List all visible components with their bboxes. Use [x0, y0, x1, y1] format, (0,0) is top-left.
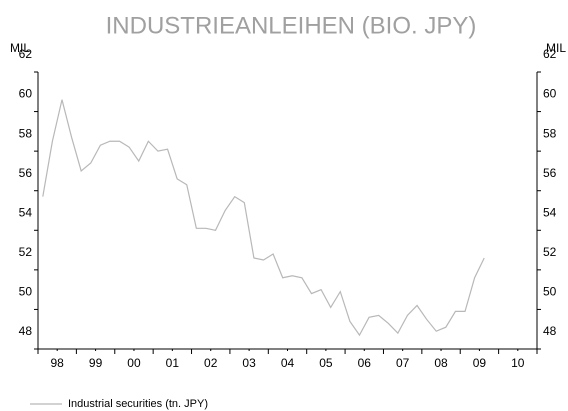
y-tick-label: 50: [19, 285, 33, 299]
x-tick-label: 04: [281, 356, 295, 370]
y2-tick-label: 50: [543, 285, 557, 299]
y2-tick-label: 60: [543, 87, 557, 101]
x-tick-label: 08: [434, 356, 448, 370]
x-tick-label: 01: [166, 356, 180, 370]
x-tick-label: 05: [319, 356, 333, 370]
chart-title: INDUSTRIEANLEIHEN (BIO. JPY): [106, 12, 477, 39]
x-tick-label: 06: [358, 356, 372, 370]
y2-axis-label: MIL: [546, 41, 566, 55]
data-line: [42, 99, 485, 337]
y2-tick-label: 62: [543, 47, 557, 61]
x-tick-label: 03: [242, 356, 256, 370]
y2-tick-label: 52: [543, 245, 557, 259]
y2-tick-label: 56: [543, 166, 557, 180]
y-tick-label: 54: [19, 205, 33, 219]
y-axis-label: MIL: [10, 41, 30, 55]
y2-tick-label: 58: [543, 126, 557, 140]
y-tick-label: 52: [19, 245, 33, 259]
x-tick-label: 09: [473, 356, 487, 370]
y-tick-label: 60: [19, 87, 33, 101]
x-tick-label: 00: [127, 356, 141, 370]
x-tick-label: 99: [89, 356, 103, 370]
y-tick-label: 58: [19, 126, 33, 140]
x-tick-label: 02: [204, 356, 218, 370]
y-tick-label: 56: [19, 166, 33, 180]
y-tick-label: 62: [19, 47, 33, 61]
x-tick-label: 07: [396, 356, 410, 370]
x-tick-label: 98: [51, 356, 65, 370]
x-tick-label: 10: [511, 356, 525, 370]
legend-label: Industrial securities (tn. JPY): [68, 398, 208, 410]
y-tick-label: 48: [19, 324, 33, 338]
y2-tick-label: 48: [543, 324, 557, 338]
y2-tick-label: 54: [543, 205, 557, 219]
